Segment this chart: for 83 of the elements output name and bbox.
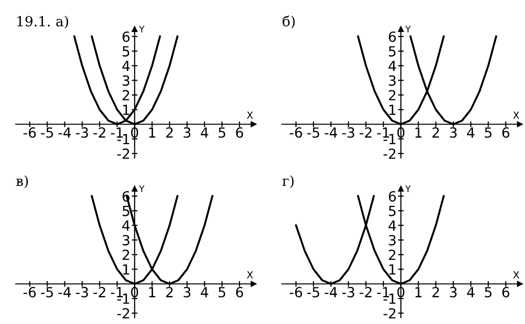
x-tick-label: -6 <box>290 127 302 138</box>
x-tick-label: -5 <box>40 287 53 298</box>
x-tick-label: 4 <box>200 127 208 138</box>
y-tick-label: 4 <box>388 220 396 231</box>
x-tick-label: 3 <box>450 127 457 138</box>
y-axis-title: Y <box>138 185 145 192</box>
x-tick-label: 5 <box>484 287 492 298</box>
chart-title: в) <box>16 175 28 188</box>
x-tick-label: 6 <box>502 127 510 138</box>
x-tick-label: -6 <box>23 127 36 138</box>
x-tick-label: 5 <box>218 127 226 138</box>
y-tick-label: 5 <box>388 206 396 216</box>
x-axis-title: X <box>513 112 520 119</box>
x-tick-label: -6 <box>290 286 302 298</box>
x-tick-label: 4 <box>467 287 474 298</box>
x-tick-label: -4 <box>324 127 338 138</box>
x-tick-label: 4 <box>467 127 474 138</box>
y-tick-label: 3 <box>122 75 130 86</box>
x-tick-label: 5 <box>218 287 226 298</box>
y-tick-label: 1 <box>123 104 130 115</box>
x-tick-label: -4 <box>58 287 71 298</box>
x-tick-label: 2 <box>166 286 173 298</box>
x-axis-title: X <box>246 271 253 278</box>
x-tick-label: 3 <box>184 286 190 298</box>
x-tick-label: -5 <box>40 127 53 138</box>
x-axis-title: X <box>513 271 520 278</box>
y-tick-label: 3 <box>388 75 396 86</box>
x-tick-label: 1 <box>149 127 156 138</box>
x-tick-label: -4 <box>58 127 71 138</box>
y-tick-label: 4 <box>388 60 396 72</box>
y-tick-label: 4 <box>122 60 130 72</box>
y-axis-title: Y <box>138 26 145 32</box>
x-tick-label: 2 <box>432 127 439 138</box>
x-tick-label: 6 <box>236 286 244 298</box>
x-tick-label: -2 <box>360 286 372 298</box>
x-tick-label: -3 <box>342 286 354 298</box>
x-tick-label: -3 <box>342 127 354 138</box>
y-tick-label: -2 <box>384 148 396 159</box>
x-tick-label: -4 <box>324 287 338 298</box>
x-tick-label: -2 <box>93 127 106 138</box>
y-tick-label: 6 <box>388 191 396 202</box>
chart-title: г) <box>282 175 294 188</box>
y-tick-label: 5 <box>122 206 130 216</box>
y-tick-label: -2 <box>117 148 130 159</box>
x-tick-label: 3 <box>184 127 190 138</box>
x-tick-label: 1 <box>415 127 422 138</box>
y-tick-label: -2 <box>384 308 396 318</box>
y-tick-label: 2 <box>388 250 396 260</box>
x-tick-label: -5 <box>307 127 320 138</box>
x-tick-label: -3 <box>76 286 88 298</box>
y-tick-label: 2 <box>122 90 130 100</box>
x-tick-label: -6 <box>23 286 36 298</box>
y-tick-label: 1 <box>389 264 396 275</box>
x-tick-label: -3 <box>76 127 88 138</box>
y-tick-label: 3 <box>122 234 130 246</box>
y-tick-label: 6 <box>388 31 396 42</box>
y-tick-label: -2 <box>117 308 130 318</box>
x-tick-label: -2 <box>360 127 372 138</box>
y-tick-label: 4 <box>122 220 130 231</box>
y-tick-label: 5 <box>122 46 130 57</box>
x-tick-label: 2 <box>432 286 439 298</box>
x-tick-label: 2 <box>166 127 173 138</box>
y-tick-label: 2 <box>388 90 396 100</box>
y-tick-label: 1 <box>389 104 396 115</box>
x-tick-label: 6 <box>502 286 510 298</box>
x-tick-label: -5 <box>307 287 320 298</box>
y-tick-label: 2 <box>122 250 130 260</box>
y-axis-title: Y <box>405 26 411 32</box>
x-tick-label: 1 <box>149 287 156 298</box>
y-tick-label: 3 <box>388 234 396 246</box>
x-axis-title: X <box>246 112 253 119</box>
y-tick-label: 5 <box>388 46 396 57</box>
x-tick-label: 4 <box>200 287 208 298</box>
x-tick-label: 1 <box>415 287 422 298</box>
x-tick-label: 6 <box>236 127 244 138</box>
chart-title: 19.1. а) <box>17 16 68 28</box>
x-tick-label: 5 <box>484 127 492 138</box>
x-tick-label: -2 <box>93 286 106 298</box>
chart-title: б) <box>282 15 295 28</box>
x-tick-label: 3 <box>450 286 457 298</box>
y-tick-label: 6 <box>122 31 130 42</box>
y-tick-label: 1 <box>123 264 130 275</box>
y-axis-title: Y <box>405 185 411 192</box>
